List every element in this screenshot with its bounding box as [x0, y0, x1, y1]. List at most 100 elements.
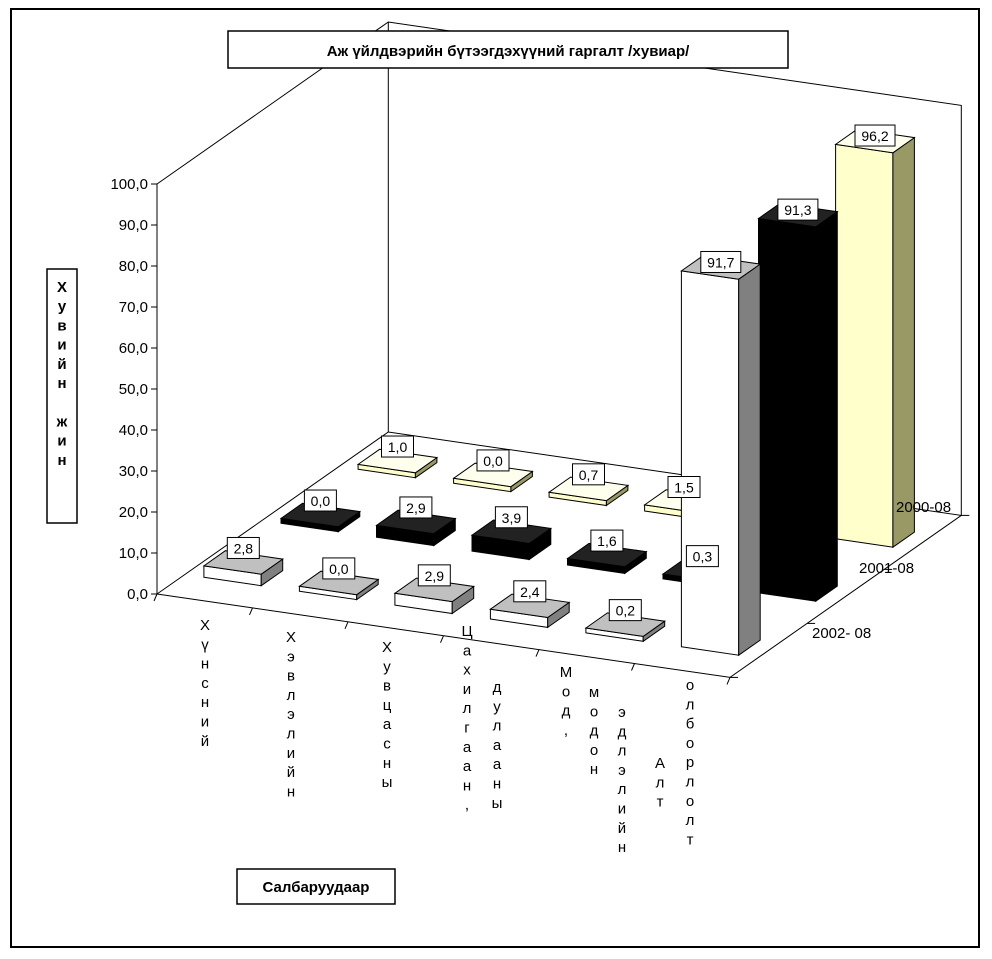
y-axis: 0,0 10,0 20,0 30,0 40,0 50,0 60,0 70,0 80,0 90,0 1… [110, 176, 970, 685]
data-label-box [399, 496, 433, 519]
data-label-box [685, 545, 719, 568]
data-label-text: 2,9 [406, 500, 426, 516]
x-tick [344, 621, 349, 629]
data-label-box [494, 506, 528, 529]
bar-front [835, 143, 894, 548]
bar-top [584, 612, 667, 637]
data-label: 0,0 [476, 449, 510, 472]
data-label: 1,6 [590, 529, 624, 552]
x-tick [631, 663, 635, 671]
y-tick-label: 10,0 [119, 545, 148, 562]
bar-top [489, 593, 571, 619]
bar-top [356, 448, 439, 474]
bar [547, 476, 630, 507]
data-label-text: 0,0 [311, 493, 331, 509]
data-label-box [381, 435, 414, 458]
data-label-text: 0,2 [616, 603, 636, 619]
bar [566, 542, 648, 575]
bar-side [892, 136, 915, 549]
data-label: 2,8 [226, 536, 260, 559]
bar [393, 577, 476, 615]
bar [298, 570, 380, 601]
bar-side [738, 263, 761, 657]
series-label: 2001-08 [859, 560, 914, 577]
series-label: 2002- 08 [812, 625, 871, 642]
data-label-box [303, 489, 337, 512]
data-label: 91,3 [777, 198, 819, 221]
bar [356, 448, 439, 479]
bar [489, 593, 571, 629]
data-label-box [854, 124, 896, 147]
data-label: 2,4 [513, 580, 547, 603]
xlabel-box [236, 868, 396, 905]
data-label: 96,2 [854, 124, 896, 147]
bar [470, 519, 553, 561]
data-label-text: 2,4 [520, 584, 540, 600]
bar-top [566, 542, 648, 568]
bar-top [202, 550, 285, 575]
data-label: 1,5 [667, 476, 701, 498]
data-labels: 1,0 0,0 0,7 1,5 96,2 0,0 2,9 3,9 1,6 0,3 91,3 2,8 0,… [226, 124, 896, 622]
chart-title: Аж үйлдвэрийн бүтээгдэхүүний гаргалт /ху… [227, 30, 789, 69]
data-label-box [417, 564, 451, 587]
x-tick [535, 649, 540, 657]
bar-top [547, 476, 630, 502]
data-label-text: 0,7 [579, 467, 599, 483]
bar [680, 255, 762, 657]
y-tick-label: 30,0 [119, 463, 148, 480]
data-label-box [608, 599, 642, 622]
y-tick-label: 70,0 [119, 299, 148, 316]
data-label: 0,3 [685, 545, 719, 568]
data-label-text: 91,3 [784, 202, 811, 218]
bar-top [452, 462, 534, 488]
bar-group [202, 128, 916, 657]
data-label-text: 0,0 [483, 453, 503, 469]
bar [452, 462, 534, 493]
bar-front [758, 217, 817, 602]
bar [202, 550, 285, 587]
data-label-box [322, 557, 356, 580]
bar [834, 128, 916, 549]
data-label: 0,0 [303, 489, 337, 512]
data-label-box [590, 529, 624, 552]
data-label-text: 1,0 [388, 439, 408, 455]
data-label: 3,9 [494, 506, 528, 529]
bar [279, 502, 362, 533]
data-label-box [476, 449, 510, 472]
bar-top [470, 519, 553, 545]
data-label: 0,7 [572, 463, 605, 486]
ylabel-box [46, 268, 78, 524]
data-label-text: 96,2 [861, 128, 888, 144]
data-label: 91,7 [700, 250, 742, 273]
data-label-text: 91,7 [707, 254, 734, 270]
bar-top [298, 570, 380, 596]
data-label-box [667, 476, 701, 498]
bar [757, 202, 839, 603]
text-boxes: Аж үйлдвэрийн бүтээгдэхүүний гаргалт /ху… [46, 30, 789, 905]
data-label: 0,0 [322, 557, 356, 580]
data-label-box [700, 250, 742, 273]
data-label: 0,2 [608, 599, 642, 622]
data-label-box [572, 463, 605, 486]
bar-side [815, 210, 838, 603]
bar [375, 509, 457, 547]
data-label: 2,9 [399, 496, 433, 519]
data-label-box [226, 536, 260, 559]
xlabel-text: Салбаруудаар [263, 879, 370, 896]
x-axis-title: Салбаруудаар [236, 868, 396, 905]
data-label-box [777, 198, 819, 221]
series-labels: 2000-08 2001-08 2002- 08 [812, 499, 951, 642]
data-label-text: 2,8 [234, 540, 254, 556]
x-tick [153, 593, 158, 602]
